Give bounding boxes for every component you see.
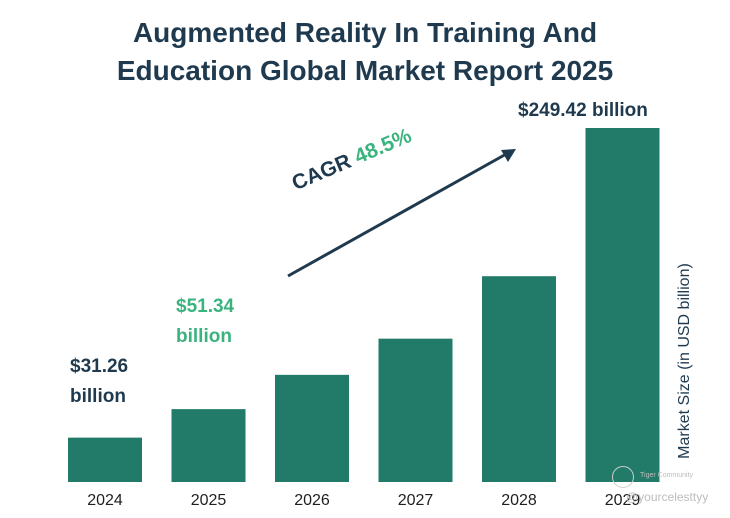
value-label-2025: $51.34 billion <box>176 296 235 347</box>
chart-title-line-2: Education Global Market Report 2025 <box>116 55 614 86</box>
x-tick-2027: 2027 <box>398 492 434 509</box>
bar-2025 <box>171 409 246 482</box>
value-label-2029: $249.42 billion <box>518 100 648 121</box>
tiger-logo-icon <box>612 466 634 488</box>
bar-2029 <box>585 128 660 482</box>
bar-2024 <box>68 437 142 482</box>
bars-group <box>68 128 660 482</box>
chart-title-line-1: Augmented Reality In Training And <box>132 17 598 48</box>
y-axis-label: Market Size (in USD billion) <box>676 263 693 459</box>
growth-arrow <box>287 149 516 278</box>
x-tick-2024: 2024 <box>87 492 123 509</box>
x-tick-labels-group: 2024 2025 2026 2027 2028 2029 <box>87 492 640 509</box>
watermark-brand: Tiger Community <box>640 472 694 479</box>
watermark-handle: @yourcelesttyy <box>626 490 709 504</box>
x-tick-2029: 2029 <box>605 492 641 509</box>
value-label-2024: $31.26 billion <box>70 356 129 407</box>
x-tick-2028: 2028 <box>501 492 537 509</box>
x-tick-2026: 2026 <box>294 492 330 509</box>
bar-2027 <box>378 338 453 482</box>
x-tick-2025: 2025 <box>191 492 227 509</box>
bar-2028 <box>482 276 556 482</box>
bar-2026 <box>275 374 349 482</box>
chart-title: Augmented Reality In Training And Educat… <box>0 14 730 90</box>
